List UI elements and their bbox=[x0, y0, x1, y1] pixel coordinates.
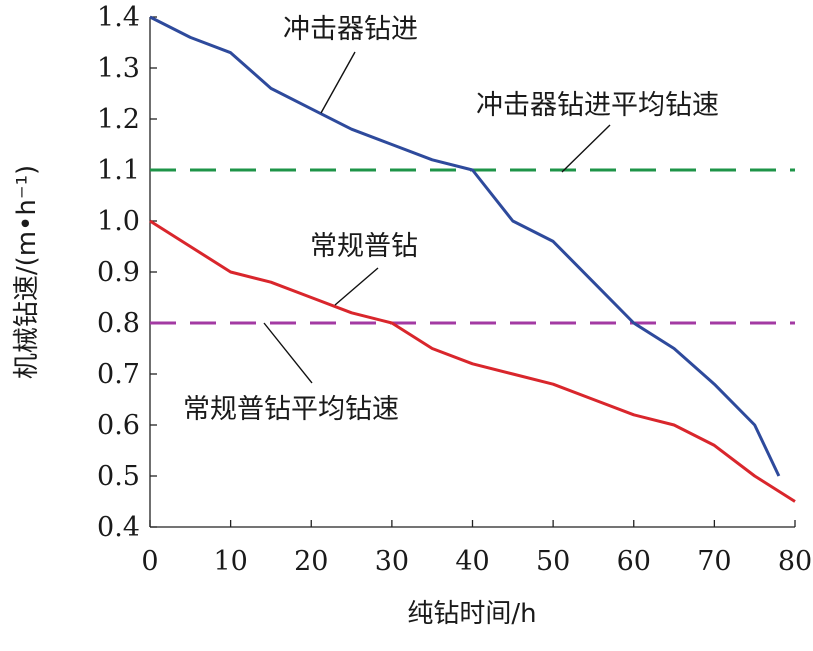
series-line-impact-drilling bbox=[149, 15, 781, 477]
series-line-conventional bbox=[149, 219, 796, 503]
x-tick-label: 80 bbox=[778, 546, 812, 577]
y-tick-label: 0.9 bbox=[97, 257, 140, 288]
y-axis-title: 机械钻速/(m•h⁻¹) bbox=[12, 165, 42, 379]
y-tick-label: 0.7 bbox=[97, 359, 140, 390]
series-label-conventional: 常规普钻 bbox=[310, 231, 418, 262]
x-axis-title: 纯钻时间/h bbox=[407, 599, 536, 629]
y-tick-label: 0.6 bbox=[97, 410, 140, 441]
y-tick-label: 1.4 bbox=[97, 2, 140, 33]
x-tick-label: 30 bbox=[375, 546, 409, 577]
series-label-impact-drilling: 冲击器钻进 bbox=[283, 14, 418, 45]
series-label-impact-average: 冲击器钻进平均钻速 bbox=[476, 90, 719, 121]
leader-conventional-average bbox=[263, 322, 313, 384]
leader-conventional bbox=[334, 267, 379, 306]
annotation-leaders bbox=[263, 51, 611, 384]
leader-impact-drilling bbox=[320, 51, 356, 114]
labels: 冲击器钻进 冲击器钻进平均钻速 常规普钻 常规普钻平均钻速 纯钻时间/h 机械钻… bbox=[12, 14, 719, 629]
series-layer bbox=[149, 15, 796, 503]
x-tick-label: 70 bbox=[697, 546, 731, 577]
y-tick-label: 0.4 bbox=[97, 512, 140, 543]
x-tick-label: 60 bbox=[617, 546, 651, 577]
y-tick-label: 1.3 bbox=[97, 53, 140, 84]
x-tick-label: 20 bbox=[294, 546, 328, 577]
y-tick-label: 0.5 bbox=[97, 461, 140, 492]
x-tick-label: 10 bbox=[213, 546, 247, 577]
y-tick-label: 0.8 bbox=[97, 308, 140, 339]
y-tick-label: 1.0 bbox=[97, 206, 140, 237]
series-label-conventional-average: 常规普钻平均钻速 bbox=[183, 394, 399, 425]
y-tick-label: 1.2 bbox=[97, 104, 140, 135]
x-tick-label: 40 bbox=[455, 546, 489, 577]
x-tick-label: 0 bbox=[141, 546, 158, 577]
x-tick-label: 50 bbox=[536, 546, 570, 577]
leader-impact-average bbox=[561, 124, 611, 173]
ticks: 0 10 20 30 40 50 60 70 80 0.4 0.5 0.6 0.7 0.8 0.9 1.0 1.… bbox=[97, 2, 812, 577]
y-tick-label: 1.1 bbox=[97, 155, 140, 186]
